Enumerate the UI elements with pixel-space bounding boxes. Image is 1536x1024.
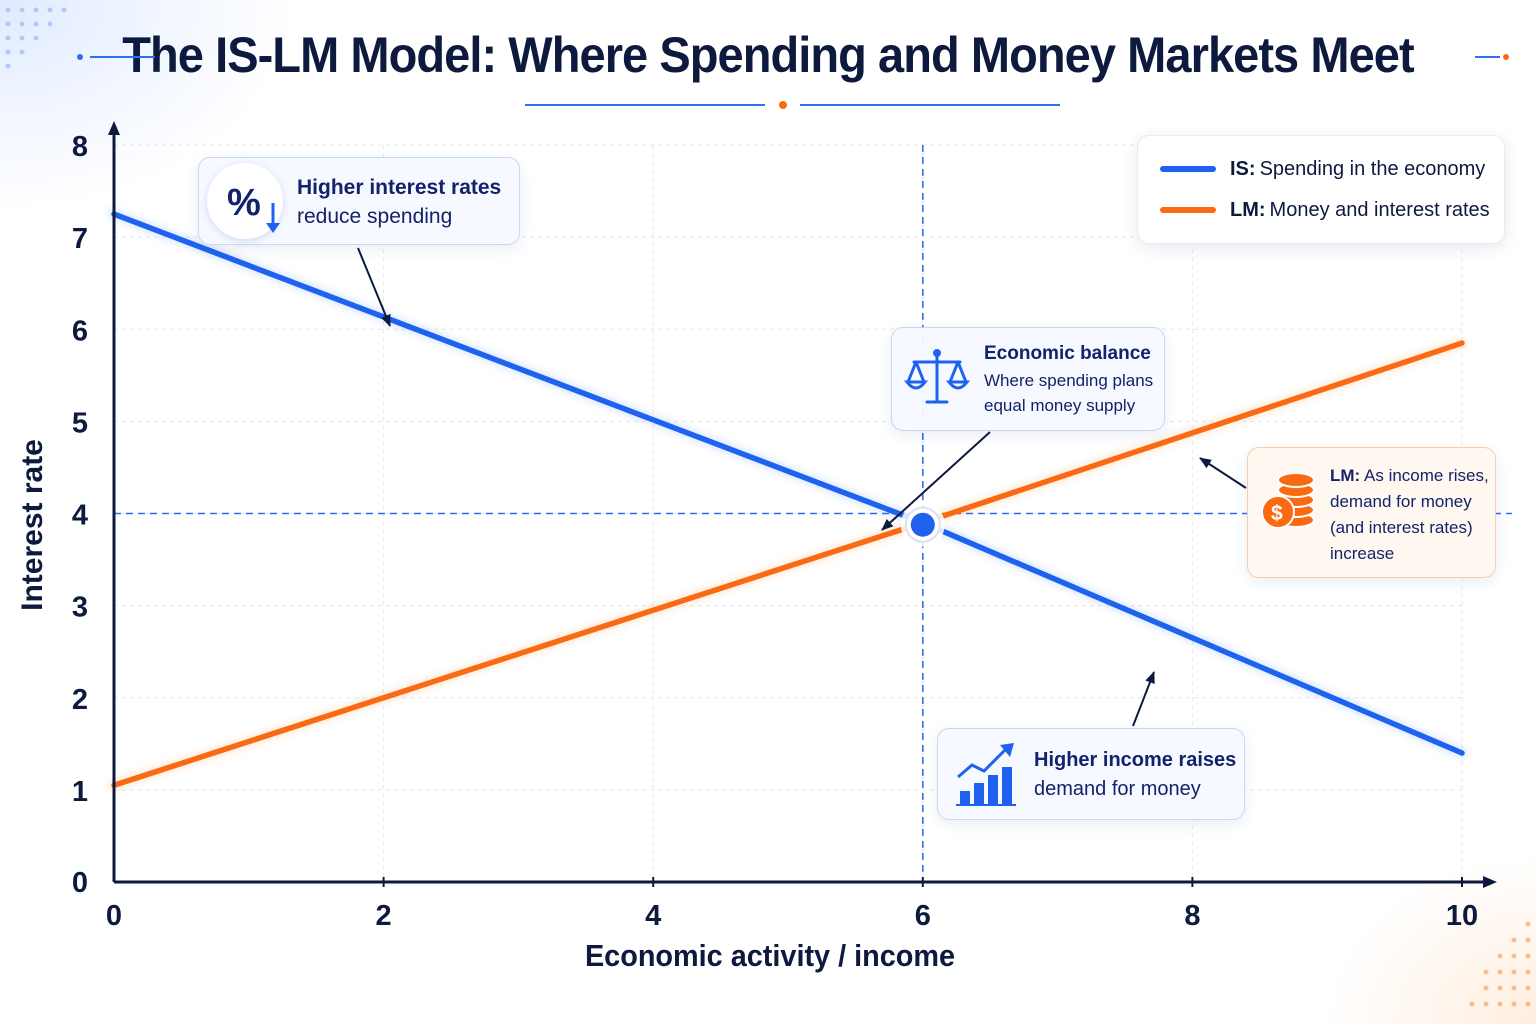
y-tick-label-1: 1 bbox=[72, 776, 88, 808]
legend-desc-lm: Money and interest rates bbox=[1269, 198, 1490, 221]
equilibrium-point bbox=[900, 502, 945, 547]
y-tick-label-7: 7 bbox=[72, 223, 88, 255]
decorative-dots-top-left bbox=[5, 7, 67, 69]
tick-labels: 0 2 4 6 8 10 0 1 2 3 4 5 6 7 8 bbox=[72, 131, 1478, 932]
y-tick-label-5: 5 bbox=[72, 407, 88, 439]
callout-lm-line4: increase bbox=[1330, 544, 1395, 563]
pointer-is-top bbox=[357, 247, 391, 327]
x-tick-label-8: 8 bbox=[1184, 900, 1200, 932]
pointer-balance bbox=[881, 431, 991, 531]
callout-income-title: Higher income raises bbox=[1034, 749, 1237, 771]
y-tick-label-2: 2 bbox=[72, 684, 88, 716]
x-tick-label-0: 0 bbox=[106, 900, 122, 932]
callout-economic-balance: Economic balance Where spending plans eq… bbox=[891, 327, 1165, 431]
legend: IS: Spending in the economy LM: Money an… bbox=[1137, 135, 1505, 244]
callout-higher-interest-text: reduce spending bbox=[297, 205, 453, 228]
callout-balance-line2: equal money supply bbox=[984, 396, 1136, 415]
pointer-lm bbox=[1199, 457, 1247, 489]
axes bbox=[108, 121, 1497, 888]
legend-key-is: IS: bbox=[1230, 157, 1256, 180]
y-tick-label-4: 4 bbox=[72, 500, 88, 532]
callout-lm-key: LM: bbox=[1330, 466, 1361, 485]
pointer-income bbox=[1132, 671, 1155, 727]
y-axis-label: Interest rate bbox=[16, 439, 49, 611]
page-title: The IS-LM Model: Where Spending and Mone… bbox=[122, 27, 1414, 83]
callout-income-text: demand for money bbox=[1034, 778, 1201, 800]
x-tick-label-2: 2 bbox=[376, 900, 392, 932]
coins-icon: $ bbox=[1261, 472, 1315, 529]
callout-lm-income: $ LM: As income rises, demand for money … bbox=[1247, 447, 1496, 578]
callout-higher-interest-title: Higher interest rates bbox=[297, 176, 502, 199]
x-tick-label-6: 6 bbox=[915, 900, 931, 932]
legend-desc-is: Spending in the economy bbox=[1259, 157, 1486, 180]
callout-balance-line1: Where spending plans bbox=[984, 371, 1154, 390]
callout-higher-interest: % Higher interest rates reduce spending bbox=[198, 157, 520, 245]
y-tick-label-0: 0 bbox=[72, 867, 88, 899]
x-axis-label: Economic activity / income bbox=[584, 938, 956, 973]
legend-swatch-lm bbox=[1160, 207, 1216, 213]
callout-lm-line1-row: LM: As income rises, bbox=[1330, 466, 1489, 486]
equilibrium-dot bbox=[910, 512, 935, 537]
x-tick-label-10: 10 bbox=[1446, 900, 1478, 932]
legend-item-is: IS: Spending in the economy bbox=[1160, 154, 1485, 184]
legend-key-lm: LM: bbox=[1230, 198, 1266, 221]
svg-text:%: % bbox=[227, 182, 261, 224]
y-tick-label-3: 3 bbox=[72, 592, 88, 624]
scales-icon bbox=[903, 349, 971, 404]
callout-lm-line2: demand for money bbox=[1330, 492, 1472, 511]
decorative-dots-bottom-right bbox=[1469, 921, 1531, 1007]
legend-swatch-is bbox=[1160, 166, 1216, 172]
legend-item-lm: LM: Money and interest rates bbox=[1160, 195, 1490, 225]
callout-balance-title: Economic balance bbox=[984, 343, 1151, 364]
y-tick-label-8: 8 bbox=[72, 131, 88, 163]
callout-higher-income: Higher income raises demand for money bbox=[937, 728, 1245, 820]
x-tick-label-4: 4 bbox=[645, 900, 661, 932]
callout-lm-line1: As income rises, bbox=[1364, 466, 1489, 485]
y-tick-label-6: 6 bbox=[72, 315, 88, 347]
title-container: The IS-LM Model: Where Spending and Mone… bbox=[0, 26, 1536, 84]
callout-pointers bbox=[357, 247, 1247, 727]
percent-down-icon: % bbox=[207, 163, 283, 239]
title-decoration bbox=[77, 54, 1509, 109]
bar-chart-up-icon bbox=[956, 743, 1016, 806]
svg-text:$: $ bbox=[1271, 502, 1283, 525]
callout-lm-line3: (and interest rates) bbox=[1330, 518, 1473, 537]
